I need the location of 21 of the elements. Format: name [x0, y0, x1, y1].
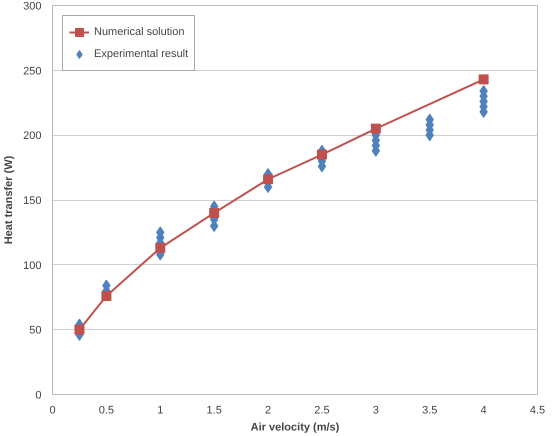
x-tick-label: 4 — [480, 404, 487, 416]
x-tick-label: 2.5 — [314, 404, 330, 416]
legend-label: Experimental result — [94, 48, 188, 60]
y-tick-label: 200 — [23, 130, 42, 142]
x-tick-label: 0.5 — [98, 404, 114, 416]
x-tick-label: 3.5 — [422, 404, 438, 416]
y-tick-label: 100 — [23, 260, 42, 272]
y-tick-label: 250 — [23, 65, 42, 78]
x-tick-label: 4.5 — [530, 404, 546, 416]
x-tick-label: 2 — [264, 404, 272, 416]
x-tick-label: 0 — [49, 404, 56, 416]
x-tick-label: 3 — [372, 404, 379, 416]
x-tick-label: 1.5 — [206, 404, 222, 416]
y-axis-title: Heat transfer (W) — [3, 155, 16, 244]
y-tick-label: 0 — [35, 390, 42, 402]
x-axis-title: Air velocity (m/s) — [250, 422, 340, 434]
legend-label: Numerical solution — [94, 26, 184, 38]
x-tick-label: 1 — [157, 404, 164, 416]
y-tick-label: 300 — [23, 0, 42, 12]
y-tick-label: 150 — [23, 195, 42, 207]
y-tick-label: 50 — [29, 324, 42, 337]
